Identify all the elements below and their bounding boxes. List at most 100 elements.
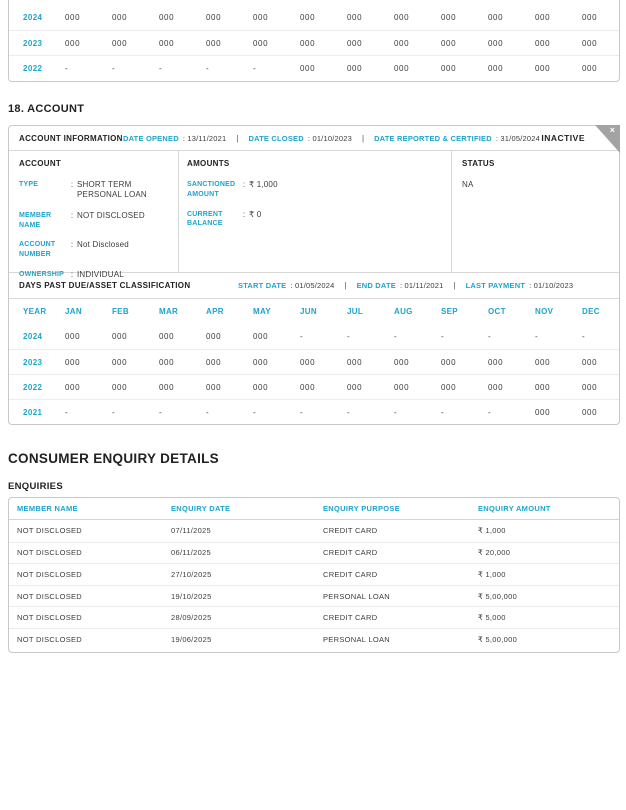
field-value: Not Disclosed	[77, 240, 129, 250]
field-separator: |	[453, 281, 456, 290]
enquiry-date: 28/09/2025	[171, 613, 212, 623]
year-label: 2024	[23, 13, 43, 22]
date-field-value: : 01/10/2023	[307, 133, 352, 143]
month-value: 000	[253, 38, 269, 48]
table-row: 2023 000 000 000 000 000 000 000 000 000 000 000 000	[9, 349, 619, 374]
status-value: NA	[462, 180, 474, 189]
month-value: 000	[206, 382, 222, 392]
enquiry-member: NOT DISCLOSED	[17, 591, 83, 601]
enquiry-amount: ₹ 5,000	[478, 613, 506, 623]
account-info-title: ACCOUNT INFORMATION	[19, 133, 123, 143]
date-field-value: : 13/11/2021	[182, 133, 227, 143]
field-colon: :	[70, 180, 74, 189]
month-value: -	[347, 407, 351, 417]
month-value: -	[112, 63, 116, 73]
month-value: 000	[441, 382, 457, 392]
enquiry-column-header: ENQUIRY DATE	[171, 504, 231, 513]
month-value: 000	[159, 38, 175, 48]
dpd-column-header: FEB	[112, 307, 129, 316]
month-value: -	[441, 332, 445, 341]
month-value: 000	[206, 38, 222, 48]
month-value: -	[488, 332, 492, 341]
enquiries-table-rows: NOT DISCLOSED 07/11/2025 CREDIT CARD ₹ 1,00…	[9, 520, 619, 650]
date-field-value: : 01/10/2023	[529, 281, 574, 290]
month-value: 000	[394, 38, 410, 48]
month-value: 000	[582, 63, 598, 73]
month-value: 000	[112, 382, 128, 392]
enquiry-member: NOT DISCLOSED	[17, 634, 83, 644]
dpd-column-header: JUL	[347, 307, 364, 316]
dpd-column-header: NOV	[535, 307, 554, 316]
date-field-label: END DATE	[356, 281, 396, 290]
dpd-table-rows: 2024 000 000 000 000 000 - - - - - - - 2023 000 000 000 0…	[9, 324, 619, 424]
enquiry-purpose: PERSONAL LOAN	[323, 591, 390, 601]
month-value: 000	[394, 13, 410, 22]
month-value: -	[300, 407, 304, 417]
date-field: DATE OPENED: 13/11/2021	[123, 134, 226, 143]
month-value: 000	[253, 13, 269, 22]
month-value: 000	[582, 357, 598, 367]
dpd-column-header: YEAR	[23, 307, 47, 316]
month-value: 000	[65, 38, 81, 48]
account-info-header: ACCOUNT INFORMATION DATE OPENED: 13/11/2…	[9, 125, 620, 153]
status-column: STATUS NA	[452, 151, 619, 272]
month-value: 000	[535, 13, 551, 22]
previous-dpd-rows: 2024 000 000 000 000 000 000 000 000 000 000 000 000…	[9, 5, 619, 80]
field-row: CURRENT BALANCE: ₹ 0	[187, 210, 443, 230]
enquiry-amount: ₹ 5,00,000	[478, 634, 518, 644]
month-value: 000	[441, 13, 457, 22]
field-value: ₹ 1,000	[249, 180, 278, 189]
dpd-table: YEAR JAN FEB MAR APR MAY JUN JUL AUG SEP OCT NOV DEC…	[9, 299, 619, 424]
month-value: -	[112, 407, 116, 417]
enquiry-member: NOT DISCLOSED	[17, 548, 83, 558]
enquiry-date: 06/11/2025	[171, 548, 211, 558]
year-label: 2023	[23, 38, 43, 48]
date-field-value: : 01/05/2024	[290, 281, 335, 290]
table-row: 2023 000 000 000 000 000 000 000 000 000 000 000 000	[9, 30, 619, 55]
date-field-value: : 01/11/2021	[399, 281, 444, 290]
enquiry-member: NOT DISCLOSED	[17, 526, 83, 536]
field-label: TYPE	[19, 181, 39, 188]
amounts-column: AMOUNTS SANCTIONED AMOUNT: ₹ 1,000 CURRENT…	[179, 151, 452, 272]
field-value: ₹ 0	[249, 209, 262, 219]
field-row: TYPE: SHORT TERM PERSONAL LOAN	[19, 180, 170, 201]
enquiry-purpose: CREDIT CARD	[323, 613, 378, 623]
field-label: MEMBER NAME	[19, 211, 52, 229]
month-value: 000	[488, 13, 504, 22]
close-icon[interactable]: ×	[609, 125, 615, 135]
field-value: SHORT TERM PERSONAL LOAN	[77, 180, 147, 200]
month-value: -	[206, 407, 210, 417]
field-label: SANCTIONED AMOUNT	[187, 181, 236, 198]
table-row: 2024 000 000 000 000 000 000 000 000 000 000 000 000	[9, 5, 619, 30]
date-field: START DATE: 01/05/2024	[238, 281, 335, 290]
dpd-title: DAYS PAST DUE/ASSET CLASSIFICATION	[19, 281, 191, 290]
account-card: ACCOUNT INFORMATION DATE OPENED: 13/11/2…	[8, 125, 620, 425]
field-separator: |	[361, 133, 365, 143]
previous-account-dpd-table: 2024 000 000 000 000 000 000 000 000 000 000 000 000…	[8, 0, 620, 82]
month-value: -	[253, 63, 257, 73]
table-row: NOT DISCLOSED 27/10/2025 CREDIT CARD ₹ 1,00…	[9, 563, 619, 585]
table-row: NOT DISCLOSED 19/06/2025 PERSONAL LOAN ₹ 5,…	[9, 627, 619, 650]
year-label: 2021	[23, 407, 43, 417]
month-value: 000	[441, 38, 457, 48]
table-row: NOT DISCLOSED 28/09/2025 CREDIT CARD ₹ 5,00…	[9, 606, 619, 628]
enquiry-amount: ₹ 1,000	[478, 569, 506, 579]
month-value: 000	[488, 63, 504, 73]
enquiries-table-header: MEMBER NAME ENQUIRY DATE ENQUIRY PURPOSE EN…	[9, 498, 619, 520]
dpd-table-header: YEAR JAN FEB MAR APR MAY JUN JUL AUG SEP OCT NOV DEC	[9, 299, 619, 324]
month-value: 000	[488, 382, 504, 392]
account-fields: TYPE: SHORT TERM PERSONAL LOAN MEMBER NAME…	[19, 180, 170, 280]
month-value: 000	[300, 13, 316, 22]
month-value: 000	[253, 332, 269, 341]
table-row: 2021 - - - - - - - - - - 000 000	[9, 399, 619, 424]
table-row: 2024 000 000 000 000 000 - - - - - - -	[9, 324, 619, 349]
date-field: DATE REPORTED & CERTIFIED: 31/05/2024	[374, 134, 540, 143]
field-label: ACCOUNT NUMBER	[19, 241, 56, 259]
enquiry-section-heading: CONSUMER ENQUIRY DETAILS	[8, 451, 219, 466]
month-value: 000	[65, 332, 81, 341]
enquiry-column-header: ENQUIRY PURPOSE	[323, 504, 401, 513]
field-colon: :	[242, 209, 246, 219]
month-value: 000	[535, 357, 551, 367]
field-value: INDIVIDUAL	[77, 269, 124, 279]
year-label: 2022	[23, 63, 43, 73]
